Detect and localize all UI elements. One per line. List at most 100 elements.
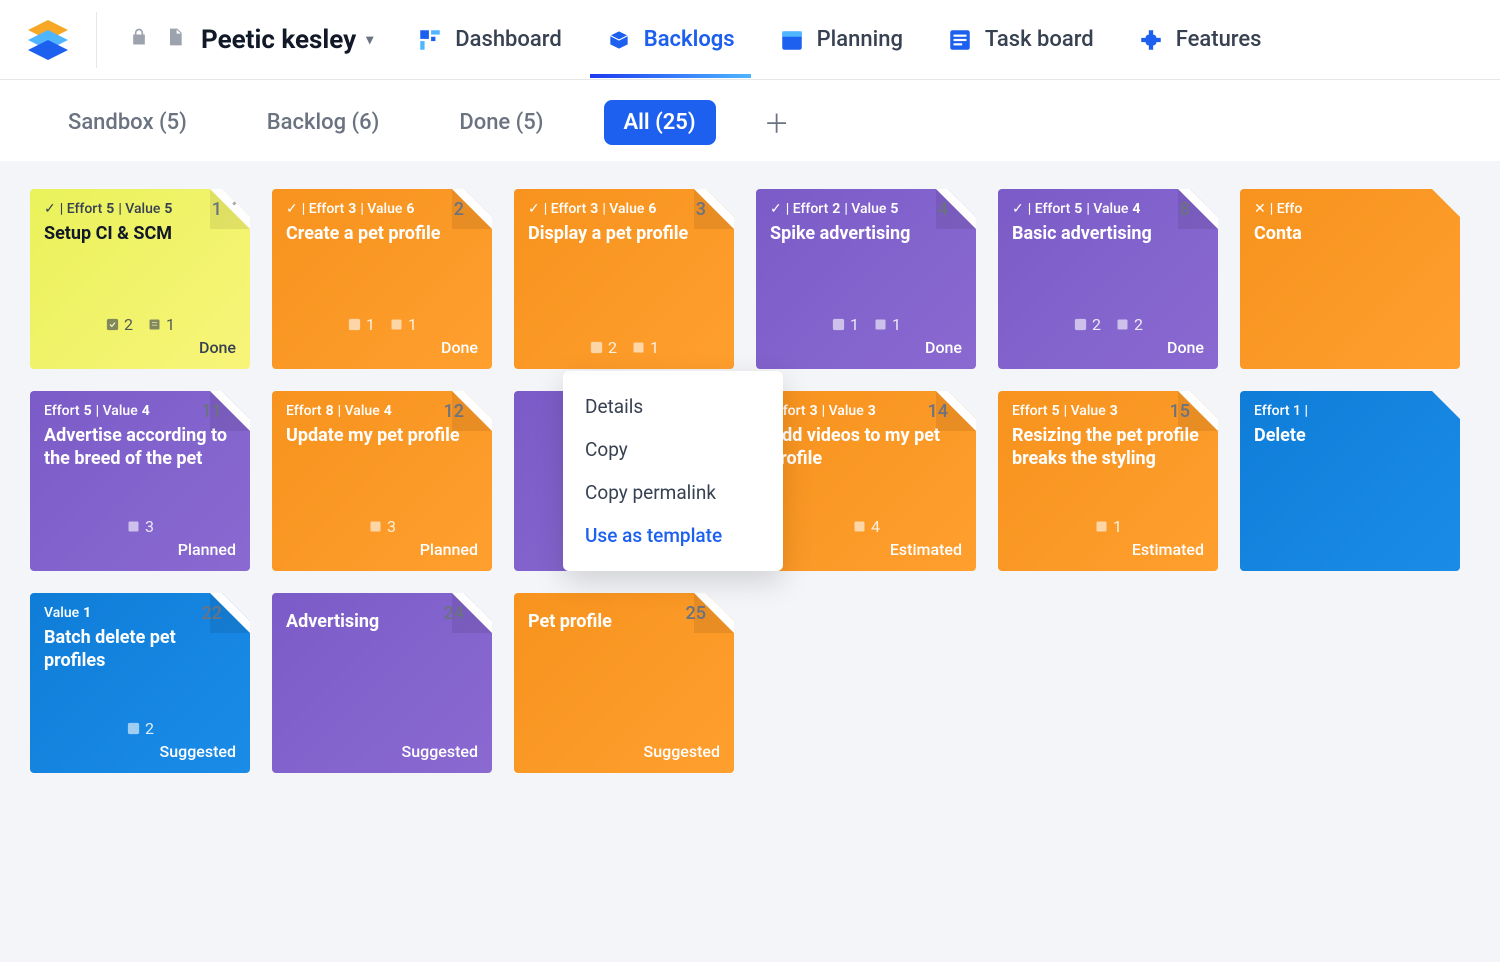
ctx-permalink[interactable]: Copy permalink xyxy=(563,471,783,514)
card-status: Done xyxy=(1012,338,1204,357)
card-status: Done xyxy=(286,338,478,357)
chevron-down-icon: ▾ xyxy=(366,32,373,48)
card-status: Planned xyxy=(286,540,478,559)
tab-sandbox[interactable]: Sandbox (5) xyxy=(48,100,207,145)
card-meta: ✓ | Effort 5 | Value 5 xyxy=(44,201,236,217)
task-count: 1 xyxy=(347,315,375,334)
card-meta: ✓ | Effort 3 | Value 6 xyxy=(286,201,478,217)
tab-all[interactable]: All (25) xyxy=(604,100,716,145)
note-count: 1 xyxy=(631,338,659,357)
card-meta: ✓ | Effort 5 | Value 4 xyxy=(1012,201,1204,217)
backlog-tabs: Sandbox (5) Backlog (6) Done (5) All (25… xyxy=(0,80,1500,161)
divider xyxy=(96,12,97,68)
settings-icon xyxy=(231,193,246,212)
context-menu: Details Copy Copy permalink Use as templ… xyxy=(563,371,783,571)
note-count: 1 xyxy=(873,315,901,334)
backlog-card[interactable]: 3✓ | Effort 3 | Value 6 Display a pet pro… xyxy=(514,189,734,369)
tab-add-button[interactable]: ＋ xyxy=(756,96,798,149)
check-icon: ✓ xyxy=(528,201,540,217)
backlog-card[interactable]: 15Effort 5 | Value 3Resizing the pet pro… xyxy=(998,391,1218,571)
card-number: 4 xyxy=(938,199,948,220)
note-count: 1 xyxy=(389,315,417,334)
backlog-card[interactable]: ✕ | EffoConta xyxy=(1240,189,1460,369)
note-count: 3 xyxy=(368,517,396,536)
task-count: 2 xyxy=(105,315,133,334)
document-icon xyxy=(165,27,185,52)
project-name-label: Peetic kesley xyxy=(201,25,356,55)
card-title: Display a pet profile xyxy=(528,223,720,246)
app-logo[interactable] xyxy=(24,16,72,64)
nav-label: Planning xyxy=(817,27,903,52)
card-title: Add videos to my pet profile xyxy=(770,425,962,470)
card-number: 3 xyxy=(696,199,706,220)
backlog-card[interactable]: 1✓ | Effort 5 | Value 5Setup CI & SCM 2 … xyxy=(30,189,250,369)
backlog-card[interactable]: 8✓ | Effort 5 | Value 4 Basic advertising… xyxy=(998,189,1218,369)
card-title: Resizing the pet profile breaks the styl… xyxy=(1012,425,1204,470)
backlog-card[interactable]: 11Effort 5 | Value 4Advertise according … xyxy=(30,391,250,571)
card-status: Estimated xyxy=(770,540,962,559)
card-title: Spike advertising xyxy=(770,223,962,246)
check-icon: ✓ xyxy=(286,201,298,217)
check-icon: ✓ xyxy=(770,201,782,217)
card-status: Suggested xyxy=(528,742,720,761)
backlog-card[interactable]: 22Value 1Batch delete pet profiles 2Sugg… xyxy=(30,593,250,773)
note-count: 4 xyxy=(852,517,880,536)
dashboard-icon xyxy=(417,27,443,53)
card-number: 1 xyxy=(212,199,222,220)
nav-features[interactable]: Features xyxy=(1134,3,1266,77)
nav-planning[interactable]: Planning xyxy=(775,3,907,77)
taskboard-icon xyxy=(947,27,973,53)
backlog-card[interactable]: 25Pet profileSuggested xyxy=(514,593,734,773)
ctx-template[interactable]: Use as template xyxy=(563,514,783,557)
bug-icon xyxy=(1199,395,1214,414)
nav-label: Backlogs xyxy=(644,27,735,52)
note-count: 3 xyxy=(126,517,154,536)
card-status: Done xyxy=(770,338,962,357)
card-title: Create a pet profile xyxy=(286,223,478,246)
nav-taskboard[interactable]: Task board xyxy=(943,3,1098,77)
card-status: Suggested xyxy=(44,742,236,761)
card-status: Suggested xyxy=(286,742,478,761)
cube-icon xyxy=(715,597,730,616)
card-number: 22 xyxy=(202,603,222,624)
card-title: Update my pet profile xyxy=(286,425,478,448)
planning-icon xyxy=(779,27,805,53)
topbar: Peetic kesley ▾ Dashboard Backlogs Plann… xyxy=(0,0,1500,80)
card-status: Estimated xyxy=(1012,540,1204,559)
card-meta: ✕ | Effo xyxy=(1254,201,1446,217)
card-board: 1✓ | Effort 5 | Value 5Setup CI & SCM 2 … xyxy=(0,161,1500,801)
ctx-copy[interactable]: Copy xyxy=(563,428,783,471)
note-count: 1 xyxy=(1094,517,1122,536)
nav-label: Features xyxy=(1176,27,1262,52)
nav-label: Dashboard xyxy=(455,27,561,52)
task-count: 2 xyxy=(126,719,154,738)
backlog-card[interactable]: Effort 1 |Delete xyxy=(1240,391,1460,571)
close-icon: ✕ xyxy=(1254,201,1266,217)
backlog-card[interactable]: 4✓ | Effort 2 | Value 5Spike advertising… xyxy=(756,189,976,369)
cube-icon xyxy=(473,597,488,616)
task-count: 2 xyxy=(1073,315,1101,334)
card-number: 8 xyxy=(1180,199,1190,220)
backlog-card[interactable]: 12Effort 8 | Value 4Update my pet profil… xyxy=(272,391,492,571)
card-meta: ✓ | Effort 3 | Value 6 xyxy=(528,201,720,217)
project-selector[interactable]: Peetic kesley ▾ xyxy=(201,25,373,55)
backlog-card[interactable]: 14Effort 3 | Value 3Add videos to my pet… xyxy=(756,391,976,571)
card-title: Batch delete pet profiles xyxy=(44,627,236,672)
check-icon: ✓ xyxy=(44,201,56,217)
tab-backlog[interactable]: Backlog (6) xyxy=(247,100,400,145)
card-number: 12 xyxy=(444,401,464,422)
nav-label: Task board xyxy=(985,27,1094,52)
nav-dashboard[interactable]: Dashboard xyxy=(413,3,565,77)
backlog-card[interactable]: 24AdvertisingSuggested xyxy=(272,593,492,773)
card-title: Basic advertising xyxy=(1012,223,1204,246)
backlog-card[interactable]: 2✓ | Effort 3 | Value 6 Create a pet prof… xyxy=(272,189,492,369)
card-status: Done xyxy=(44,338,236,357)
ctx-details[interactable]: Details xyxy=(563,385,783,428)
card-number: 2 xyxy=(454,199,464,220)
nav-backlogs[interactable]: Backlogs xyxy=(602,3,739,77)
card-meta: Effort 1 | xyxy=(1254,403,1446,419)
card-status: Planned xyxy=(44,540,236,559)
card-number: 15 xyxy=(1170,401,1190,422)
tab-done[interactable]: Done (5) xyxy=(439,100,563,145)
card-title: Setup CI & SCM xyxy=(44,223,236,246)
